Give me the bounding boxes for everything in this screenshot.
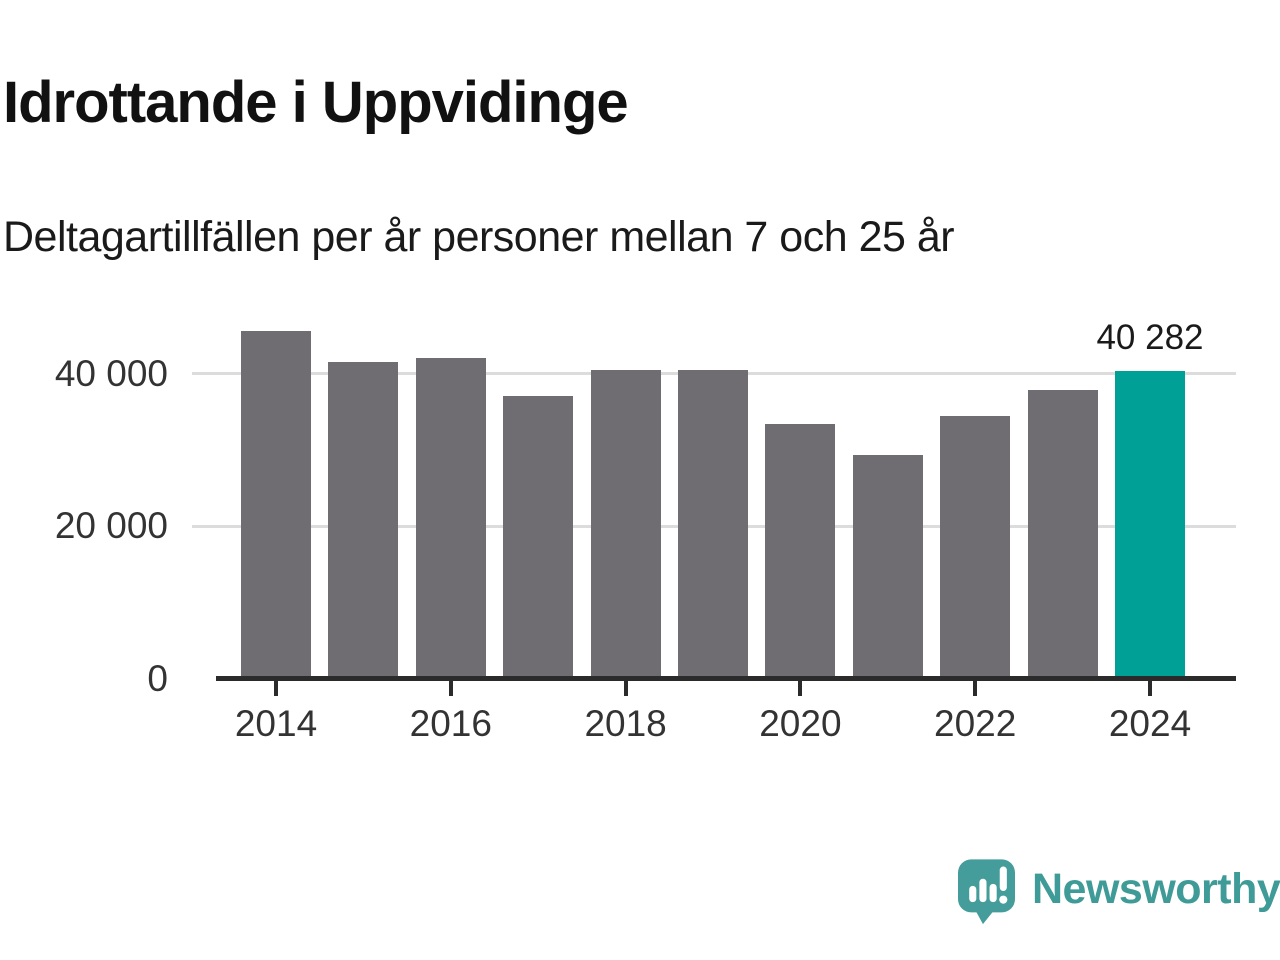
newsworthy-logo: Newsworthy xyxy=(958,859,1280,925)
x-axis-tick xyxy=(274,681,278,696)
bar-2018 xyxy=(590,369,661,678)
bar-2017 xyxy=(503,395,574,678)
page-title: Idrottande i Uppvidinge xyxy=(3,69,629,135)
bar-2022 xyxy=(940,416,1011,678)
y-axis-tick-label: 20 000 xyxy=(54,505,168,546)
x-axis-tick-label: 2018 xyxy=(584,703,667,744)
x-axis-line xyxy=(216,676,1236,681)
bar-2016 xyxy=(415,357,486,678)
bar-2019 xyxy=(678,369,748,678)
x-axis-tick xyxy=(973,681,978,696)
bar-2014 xyxy=(241,331,311,678)
bar-2023 xyxy=(1027,389,1098,678)
highlight-value-label: 40 282 xyxy=(1096,317,1204,357)
x-axis-tick xyxy=(1148,681,1152,696)
chart-subtitle: Deltagartillfällen per år personer mella… xyxy=(3,213,955,261)
x-axis-tick-label: 2022 xyxy=(934,703,1017,744)
bar-2015 xyxy=(328,362,399,678)
x-axis-tick xyxy=(448,681,453,696)
x-axis-tick xyxy=(623,681,628,696)
bar-2021 xyxy=(852,455,923,678)
bar-2020 xyxy=(765,424,836,678)
x-axis-tick-label: 2014 xyxy=(234,703,318,744)
x-axis-tick xyxy=(798,681,803,696)
brand-name: Newsworthy xyxy=(1032,865,1280,913)
x-axis-tick-label: 2020 xyxy=(759,703,842,744)
y-axis-tick-label: 40 000 xyxy=(54,352,168,394)
newsworthy-speech-bubble-chart-icon xyxy=(958,859,1015,925)
x-axis-tick-label: 2024 xyxy=(1108,703,1192,744)
y-axis-tick-label: 0 xyxy=(147,657,168,699)
bar-2024 xyxy=(1115,370,1185,678)
x-axis-tick-label: 2016 xyxy=(409,703,492,744)
